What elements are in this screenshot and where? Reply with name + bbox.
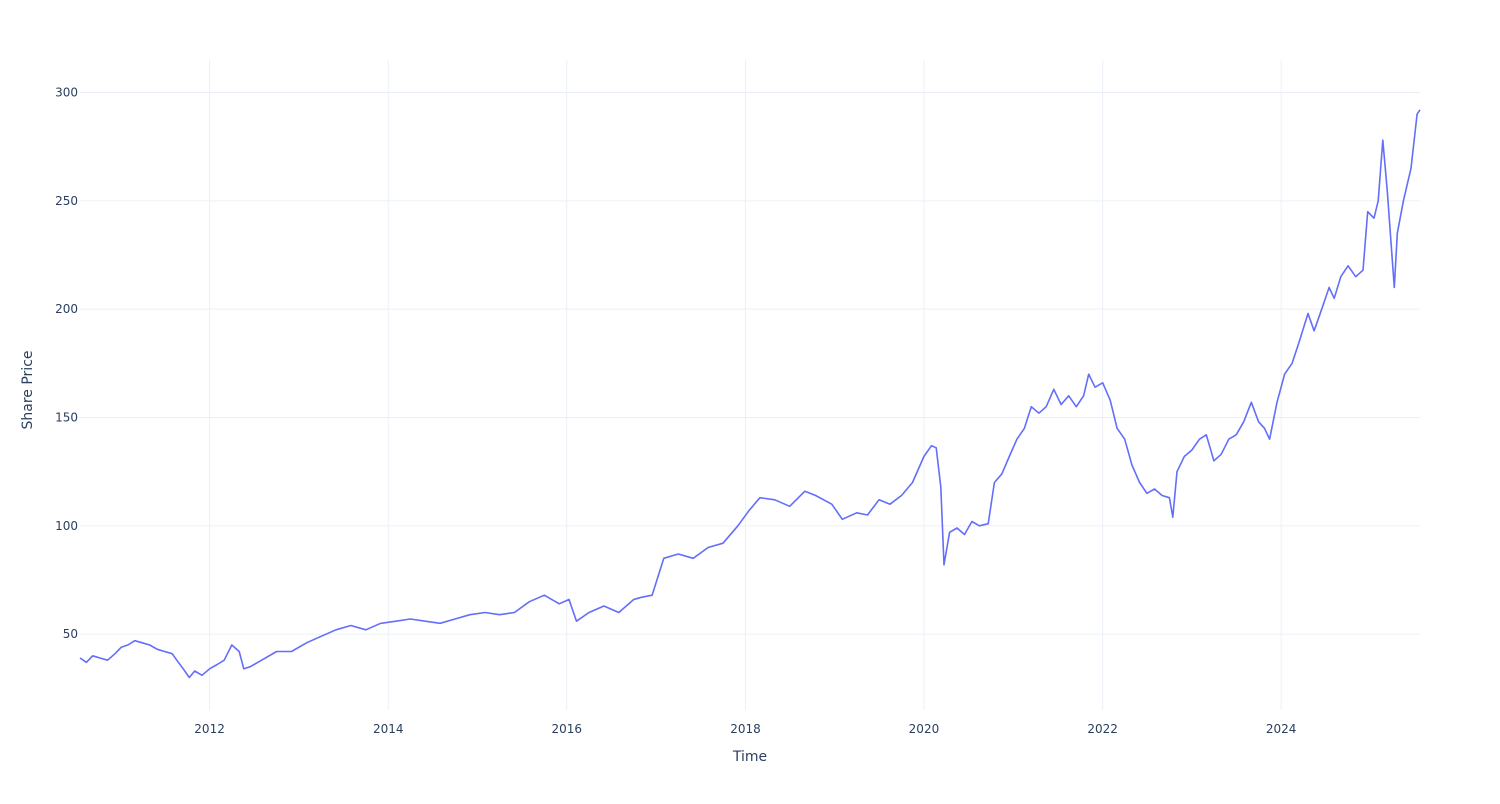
y-tick-label: 150: [55, 411, 78, 425]
x-tick-label: 2012: [194, 722, 225, 736]
y-tick-label: 100: [55, 519, 78, 533]
y-tick-label: 50: [63, 627, 78, 641]
y-tick-label: 250: [55, 194, 78, 208]
series-layer: [79, 109, 1421, 679]
y-axis-title: Share Price: [20, 350, 36, 429]
x-tick-label: 2020: [909, 722, 940, 736]
y-tick-label: 300: [55, 86, 78, 100]
x-tick-label: 2018: [730, 722, 761, 736]
y-tick-label: 200: [55, 302, 78, 316]
series-line: [79, 109, 1421, 679]
y-tick-labels: 50 100 150 200 250 300: [55, 86, 78, 642]
y-gridlines: [80, 92, 1420, 635]
x-tick-label: 2016: [551, 722, 582, 736]
x-tick-label: 2022: [1087, 722, 1118, 736]
x-tick-label: 2024: [1266, 722, 1297, 736]
x-tick-label: 2014: [373, 722, 404, 736]
x-axis-title: Time: [732, 749, 767, 765]
x-tick-labels: 2012 2014 2016 2018 2020 2022 2024: [194, 722, 1296, 736]
x-gridlines: [209, 60, 1282, 710]
